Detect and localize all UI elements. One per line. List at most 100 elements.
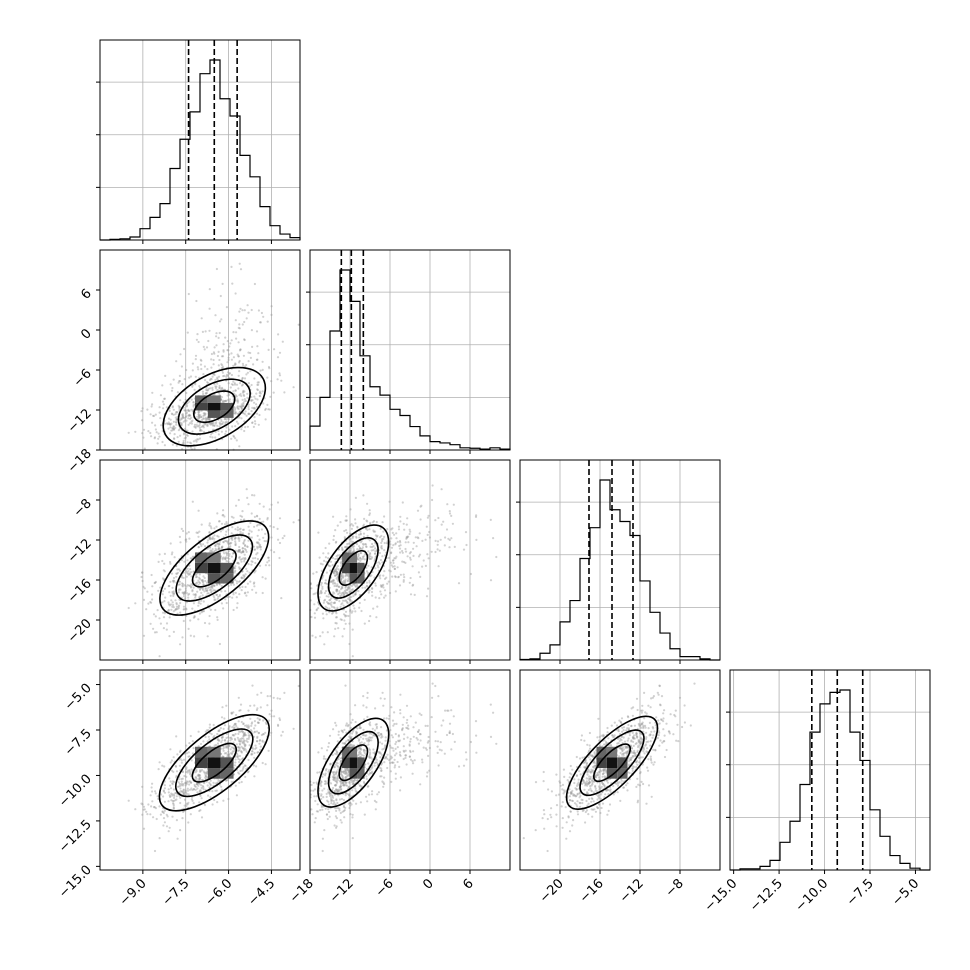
sample-point bbox=[185, 419, 188, 422]
sample-point bbox=[233, 363, 236, 366]
sample-point bbox=[257, 383, 260, 386]
sample-point bbox=[319, 783, 322, 786]
sample-point bbox=[188, 755, 191, 758]
sample-point bbox=[336, 565, 339, 568]
sample-point bbox=[216, 801, 219, 804]
sample-point bbox=[171, 579, 174, 583]
sample-point bbox=[349, 508, 352, 511]
sample-point bbox=[226, 540, 229, 544]
sample-point bbox=[443, 544, 446, 547]
sample-point bbox=[197, 438, 200, 441]
sample-point bbox=[211, 424, 214, 427]
sample-point bbox=[335, 588, 338, 591]
sample-point bbox=[327, 602, 330, 605]
sample-point bbox=[185, 575, 188, 578]
sample-point bbox=[235, 383, 239, 386]
sample-point bbox=[354, 522, 357, 525]
sample-point bbox=[402, 579, 405, 582]
sample-point bbox=[203, 423, 207, 426]
sample-point bbox=[170, 553, 173, 556]
sample-point bbox=[272, 391, 275, 394]
sample-point bbox=[361, 542, 365, 545]
density-cell-5 bbox=[220, 573, 234, 584]
sample-point bbox=[199, 429, 202, 432]
sample-point bbox=[351, 816, 354, 819]
sample-point bbox=[445, 733, 449, 737]
sample-point bbox=[150, 573, 153, 577]
sample-point bbox=[241, 550, 244, 554]
sample-point bbox=[246, 582, 249, 585]
sample-point bbox=[182, 592, 185, 595]
panel-2-0: −8−12−16−20 bbox=[65, 459, 301, 664]
sample-point bbox=[208, 418, 211, 421]
sample-point bbox=[259, 748, 262, 752]
sample-point bbox=[278, 372, 281, 375]
sample-point bbox=[358, 726, 361, 730]
sample-point bbox=[234, 578, 237, 582]
sample-point bbox=[240, 577, 243, 580]
sample-point bbox=[234, 389, 237, 392]
sample-point bbox=[242, 731, 245, 734]
sample-point bbox=[371, 542, 374, 546]
sample-point bbox=[340, 797, 343, 801]
sample-point bbox=[177, 404, 180, 407]
sample-point bbox=[205, 419, 208, 422]
sample-point bbox=[205, 581, 208, 584]
sample-point bbox=[195, 338, 198, 341]
sample-point bbox=[413, 759, 416, 762]
sample-point bbox=[259, 745, 262, 748]
sample-point bbox=[426, 771, 429, 774]
sample-point bbox=[409, 558, 412, 561]
sample-point bbox=[340, 618, 343, 622]
sample-point bbox=[198, 426, 201, 429]
sample-point bbox=[173, 556, 176, 559]
sample-point bbox=[252, 557, 255, 560]
sample-point bbox=[196, 438, 199, 441]
sample-point bbox=[198, 612, 201, 615]
sample-point bbox=[352, 535, 355, 538]
sample-point bbox=[251, 421, 254, 424]
sample-point bbox=[157, 589, 160, 592]
sample-point bbox=[408, 528, 411, 531]
sample-point bbox=[219, 727, 222, 730]
sample-point bbox=[202, 770, 205, 773]
sample-point bbox=[311, 813, 314, 816]
sample-point bbox=[328, 607, 331, 610]
sample-point bbox=[224, 421, 227, 424]
sample-point bbox=[185, 771, 188, 774]
sample-point bbox=[178, 764, 181, 767]
sample-point bbox=[215, 549, 218, 552]
sample-point bbox=[255, 524, 259, 527]
sample-point bbox=[234, 565, 237, 568]
sample-point bbox=[197, 418, 200, 421]
sample-point bbox=[363, 598, 366, 602]
sample-point bbox=[233, 571, 236, 574]
sample-point bbox=[163, 791, 167, 794]
sample-point bbox=[187, 593, 190, 597]
sample-point bbox=[207, 418, 210, 421]
sample-point bbox=[351, 535, 354, 538]
sample-point bbox=[340, 577, 343, 581]
sample-point bbox=[214, 436, 217, 439]
contour-1 bbox=[177, 378, 251, 435]
sample-point bbox=[399, 541, 402, 544]
sample-point bbox=[238, 416, 241, 419]
sample-point bbox=[394, 772, 397, 775]
sample-point bbox=[371, 521, 374, 524]
sample-point bbox=[228, 372, 231, 375]
sample-point bbox=[446, 709, 449, 712]
sample-point bbox=[184, 587, 187, 590]
sample-point bbox=[399, 515, 402, 518]
y-tick-label: −12 bbox=[65, 406, 95, 436]
sample-point bbox=[277, 333, 280, 336]
sample-point bbox=[186, 401, 189, 404]
sample-point bbox=[238, 537, 241, 540]
sample-point bbox=[180, 759, 183, 762]
sample-point bbox=[198, 588, 202, 591]
sample-point bbox=[163, 600, 166, 603]
sample-point bbox=[326, 631, 329, 634]
sample-point bbox=[200, 359, 203, 362]
sample-point bbox=[243, 320, 246, 324]
sample-point bbox=[382, 785, 385, 788]
sample-point bbox=[205, 771, 208, 775]
